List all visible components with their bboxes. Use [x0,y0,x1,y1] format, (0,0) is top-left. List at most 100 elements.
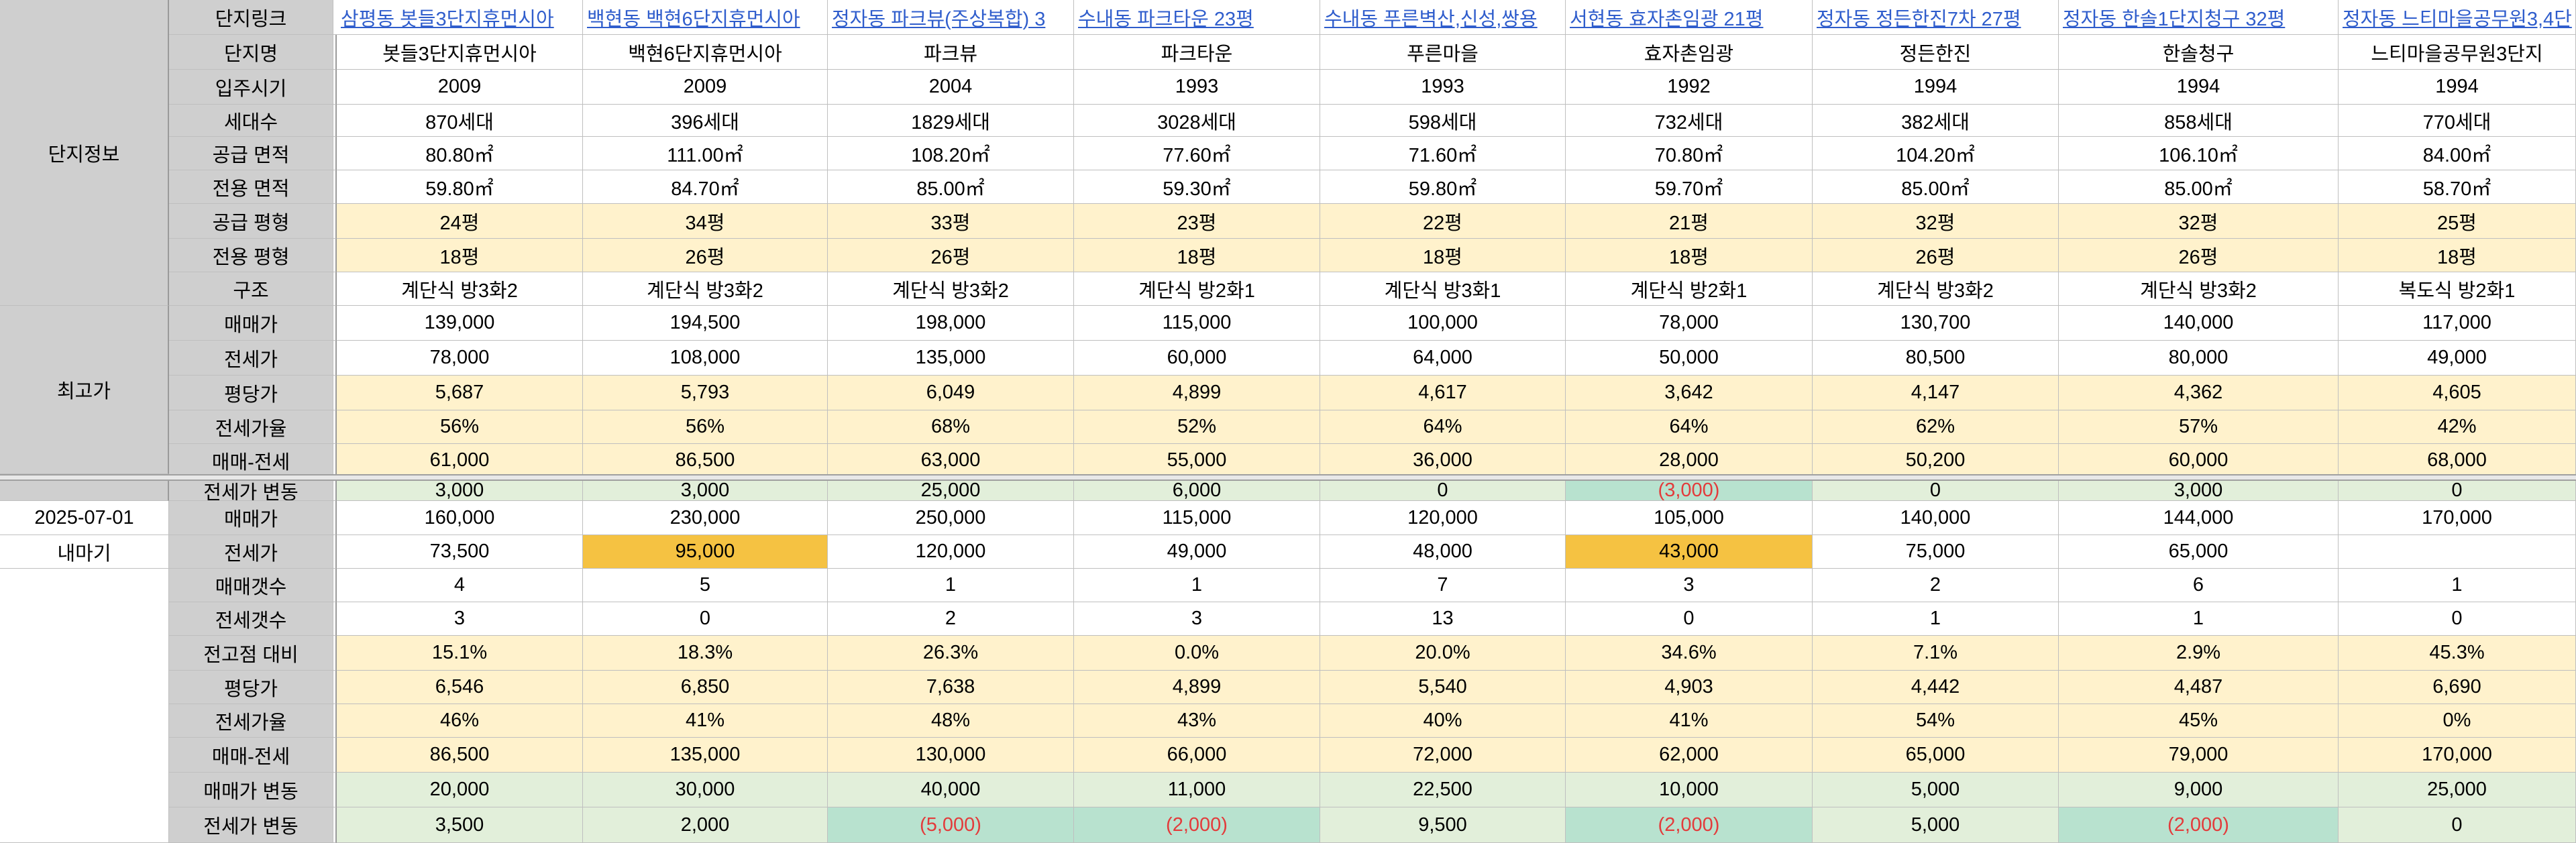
value-cell: 1994 [2059,70,2339,105]
value-cell: 6,850 [583,671,828,704]
value-cell: (5,000) [828,807,1074,843]
value-cell: 18평 [1074,239,1320,272]
row-label: 평당가 [169,671,333,704]
value-cell: 64,000 [1320,341,1566,376]
value-cell: 1993 [1320,70,1566,105]
value-cell: 86,500 [337,738,583,773]
value-cell: 계단식 방3화2 [1813,272,2059,306]
value-cell: 36,000 [1320,444,1566,477]
strip-cell [333,704,337,738]
value-cell: 73,500 [337,535,583,569]
group-empty [0,569,169,843]
value-cell: 2009 [337,70,583,105]
strip-cell [333,70,337,105]
group-blank [0,481,169,501]
value-cell: 계단식 방2화1 [1074,272,1320,306]
value-cell: 1994 [2339,70,2576,105]
strip-cell [333,105,337,137]
complex-link[interactable]: 정자동 파크뷰(주상복합) 3 [828,0,1074,35]
complex-name: 정든한진 [1813,35,2059,70]
value-cell: 71.60㎡ [1320,137,1566,170]
value-cell: 115,000 [1074,501,1320,535]
row-label: 매매가 [169,306,333,341]
complex-link[interactable]: 삼평동 봇들3단지휴먼시아 [337,0,583,35]
value-cell: 0 [1813,481,2059,501]
value-cell: 68% [828,410,1074,444]
value-cell: 6,690 [2339,671,2576,704]
value-cell: 22,500 [1320,773,1566,807]
row-label: 매매가 변동 [169,773,333,807]
value-cell: 77.60㎡ [1074,137,1320,170]
row-label: 전세가율 [169,410,333,444]
strip-cell [333,306,337,341]
complex-name: 파크뷰 [828,35,1074,70]
value-cell: 26평 [583,239,828,272]
row-label: 매매갯수 [169,569,333,602]
row-label: 전세가 [169,535,333,569]
value-cell: 50,000 [1566,341,1813,376]
value-cell: 0% [2339,704,2576,738]
value-cell: 80.80㎡ [337,137,583,170]
value-cell: 48% [828,704,1074,738]
complex-link[interactable]: 정자동 느티마을공무원3,4단 [2339,0,2576,35]
row-label: 단지링크 [169,0,333,35]
complex-link[interactable]: 수내동 푸른벽산,신성,쌍용 [1320,0,1566,35]
value-cell: 382세대 [1813,105,2059,137]
value-cell: 30,000 [583,773,828,807]
value-cell: 61,000 [337,444,583,477]
value-cell: 4,605 [2339,376,2576,410]
value-cell: 111.00㎡ [583,137,828,170]
row-label: 단지명 [169,35,333,70]
value-cell: 4,487 [2059,671,2339,704]
value-cell [2339,535,2576,569]
value-cell: 13 [1320,602,1566,636]
value-cell: 40% [1320,704,1566,738]
value-cell: 25,000 [828,481,1074,501]
complex-name: 효자촌임광 [1566,35,1813,70]
value-cell: 3028세대 [1074,105,1320,137]
value-cell: 2004 [828,70,1074,105]
complex-link[interactable]: 백현동 백현6단지휴먼시아 [583,0,828,35]
value-cell: 120,000 [828,535,1074,569]
complex-name: 파크타운 [1074,35,1320,70]
complex-link[interactable]: 정자동 정든한진7차 27평 [1813,0,2059,35]
value-cell: 40,000 [828,773,1074,807]
row-label: 매매가 [169,501,333,535]
value-cell: 62% [1813,410,2059,444]
value-cell: 11,000 [1074,773,1320,807]
value-cell: 70.80㎡ [1566,137,1813,170]
value-cell: 230,000 [583,501,828,535]
value-cell: 25평 [2339,204,2576,239]
value-cell: 18평 [1320,239,1566,272]
value-cell: 52% [1074,410,1320,444]
value-cell: 80,000 [2059,341,2339,376]
value-cell: (3,000) [1566,481,1813,501]
complex-link[interactable]: 정자동 한솔1단지청구 32평 [2059,0,2339,35]
value-cell: 계단식 방2화1 [1566,272,1813,306]
group-direction: 내마기 [0,535,169,569]
value-cell: 58.70㎡ [2339,170,2576,204]
row-label: 공급 평형 [169,204,333,239]
row-label: 전용 평형 [169,239,333,272]
value-cell: 198,000 [828,306,1074,341]
value-cell: 870세대 [337,105,583,137]
value-cell: 43,000 [1566,535,1813,569]
value-cell: 복도식 방2화1 [2339,272,2576,306]
value-cell: 계단식 방3화2 [337,272,583,306]
row-label: 전세갯수 [169,602,333,636]
value-cell: 23평 [1074,204,1320,239]
strip-cell [333,671,337,704]
value-cell: 0 [2339,481,2576,501]
value-cell: 130,000 [828,738,1074,773]
complex-link[interactable]: 서현동 효자촌임광 21평 [1566,0,1813,35]
value-cell: 85.00㎡ [1813,170,2059,204]
row-label: 전세가율 [169,704,333,738]
value-cell: (2,000) [1566,807,1813,843]
value-cell: 79,000 [2059,738,2339,773]
value-cell: 계단식 방3화2 [583,272,828,306]
value-cell: 34평 [583,204,828,239]
value-cell: 60,000 [2059,444,2339,477]
value-cell: 4,903 [1566,671,1813,704]
value-cell: 108,000 [583,341,828,376]
complex-link[interactable]: 수내동 파크타운 23평 [1074,0,1320,35]
